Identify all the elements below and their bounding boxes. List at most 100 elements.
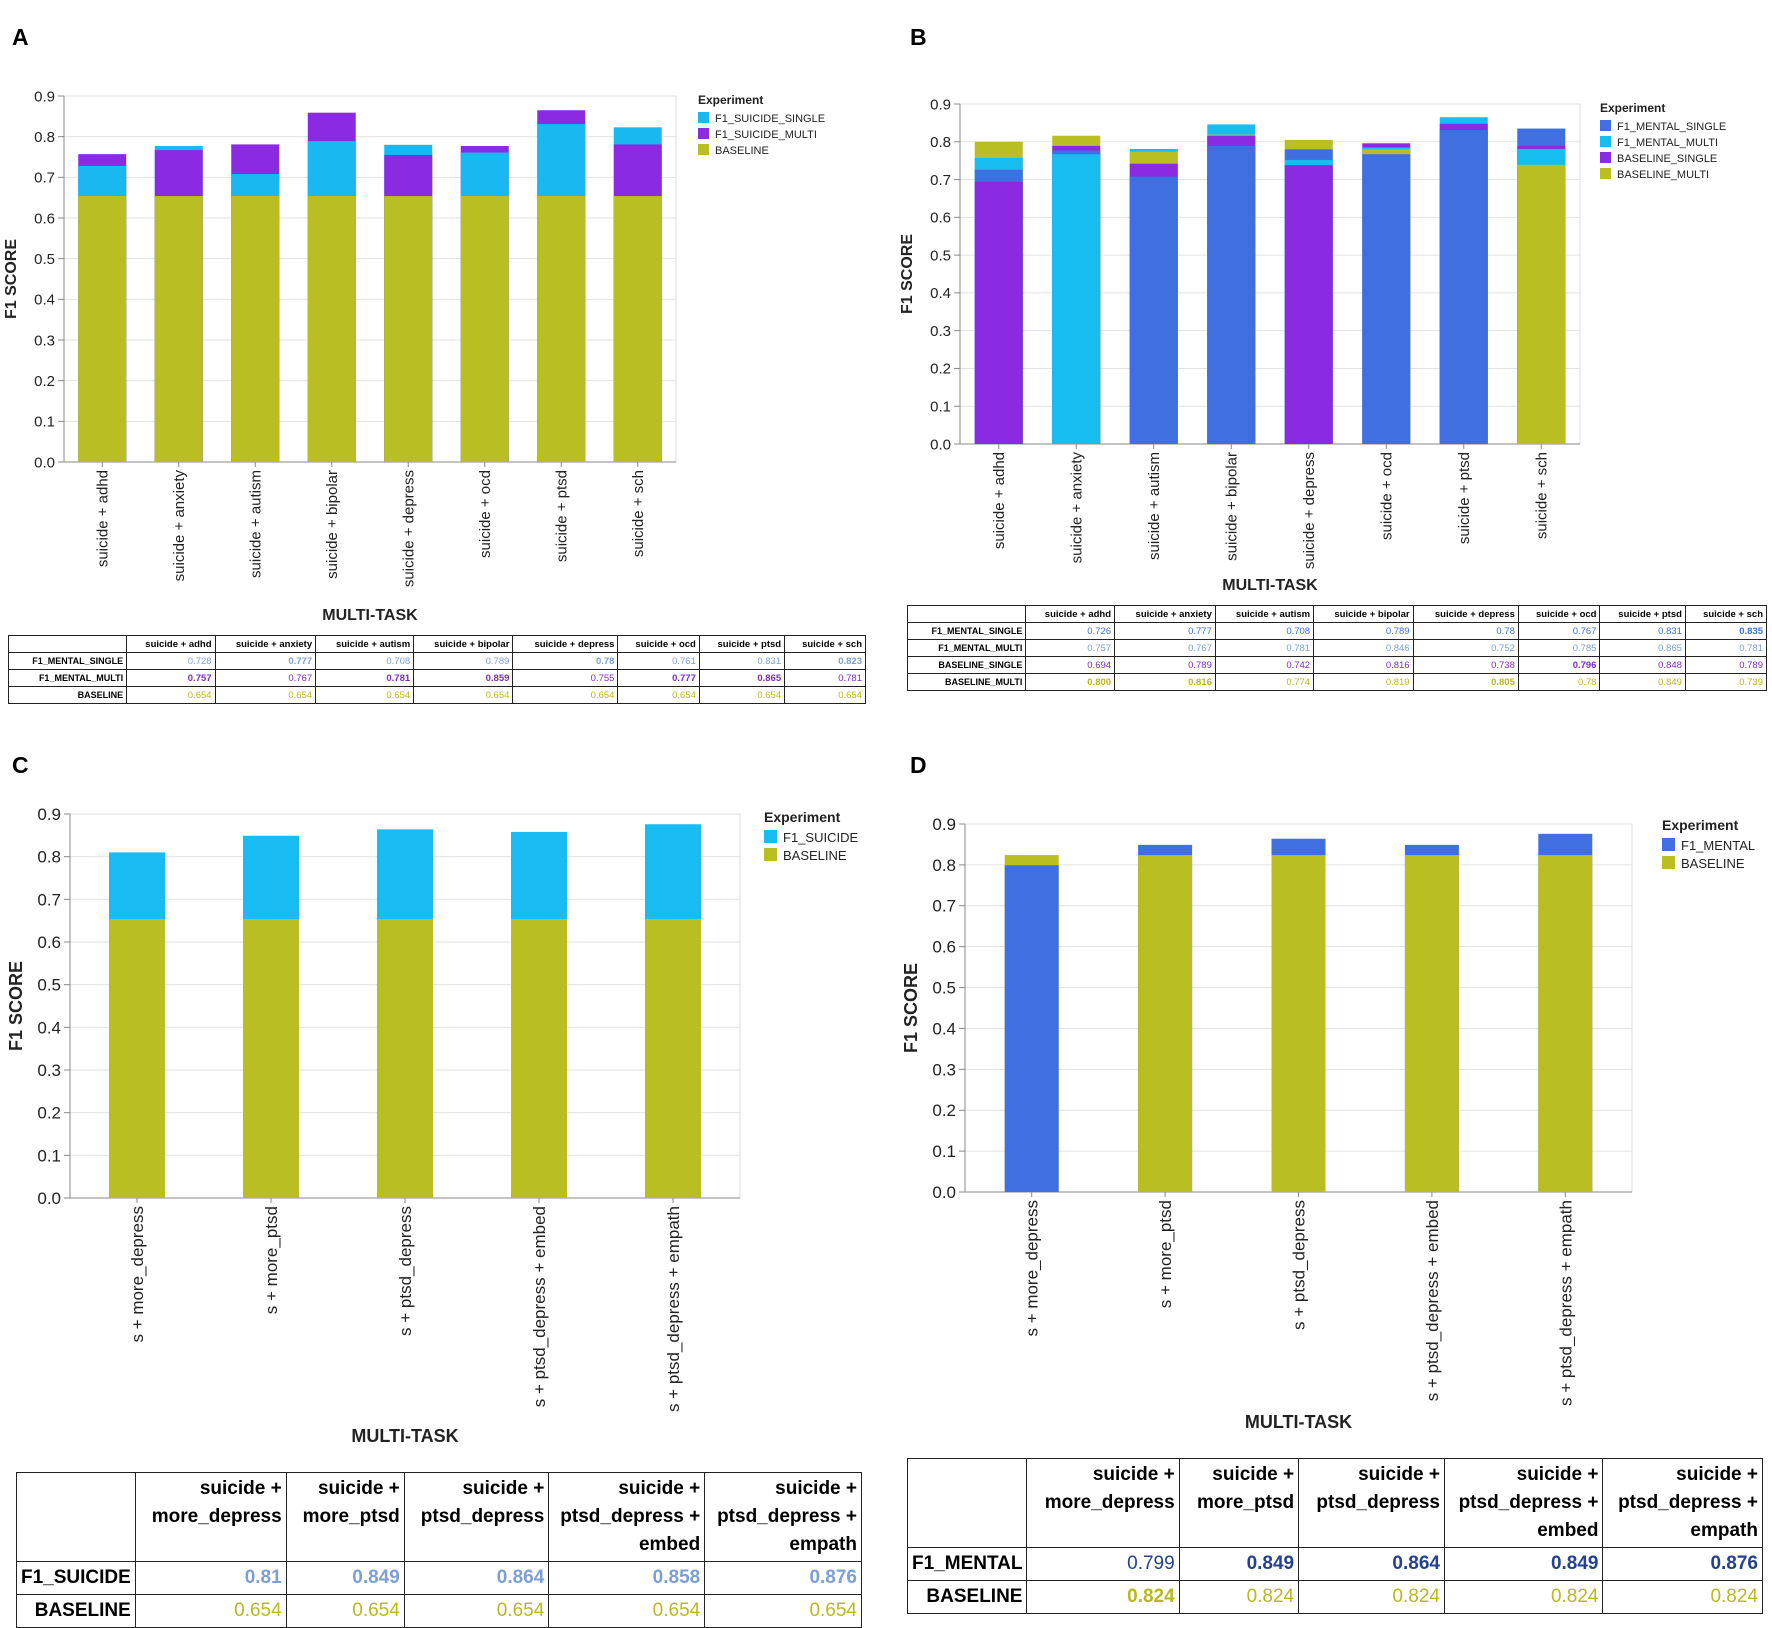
table-c-cell: 0.876 — [704, 1561, 862, 1595]
table-b-cell: 0.726 — [1025, 622, 1116, 640]
chart-c-y-axis-label: F1 SCORE — [6, 961, 26, 1051]
table-a-corner-cell — [7, 635, 128, 653]
chart-b-legend-label: F1_MENTAL_MULTI — [1617, 137, 1718, 149]
chart-a-bar-baseline — [307, 196, 356, 463]
table-a-column-header: suicide + bipolar — [413, 635, 514, 653]
chart-b-y-tick-label: 0.7 — [930, 172, 951, 189]
chart-b-legend-label: BASELINE_SINGLE — [1617, 153, 1717, 165]
chart-a-x-tick-label: suicide + sch — [630, 470, 647, 557]
table-b-cell: 0.800 — [1025, 673, 1116, 691]
chart-a-legend-swatch — [698, 112, 709, 123]
chart-b-y-axis-label: F1 SCORE — [899, 234, 916, 314]
chart-a-x-tick-label: suicide + bipolar — [324, 470, 341, 579]
chart-b-x-tick-label: suicide + ptsd — [1456, 452, 1473, 544]
table-b-column-header: suicide + depress — [1412, 605, 1519, 623]
table-b-cell: 0.694 — [1025, 656, 1116, 674]
table-b-cell: 0.742 — [1214, 656, 1315, 674]
table-c-header-row: suicide + more_depress suicide + more_pts… — [16, 1472, 862, 1562]
chart-d-x-tick-label: s + more_ptsd — [1156, 1200, 1175, 1308]
table-a-column-header: suicide + ocd — [617, 635, 700, 653]
table-d-cell: 0.824 — [1443, 1580, 1604, 1614]
table-c-cell: 0.864 — [403, 1561, 550, 1595]
chart-b-x-tick-label: suicide + sch — [1534, 452, 1551, 539]
table-a-cell: 0.757 — [126, 669, 216, 687]
table-c-column-header: suicide + more_depress — [134, 1472, 287, 1562]
chart-c-bar-baseline — [377, 918, 433, 1198]
table-b-cell: 0.805 — [1412, 673, 1519, 691]
table-a-cell: 0.789 — [413, 652, 514, 670]
table-b-row: BASELINE_MULTI 0.800 0.816 0.774 0.819 0.805 0… — [906, 673, 1768, 691]
table-d-cell: 0.824 — [1298, 1580, 1445, 1614]
chart-d-y-tick-label: 0.4 — [932, 1019, 956, 1038]
table-a-header-row: suicide + adhd suicide + anxiety suicide +… — [7, 635, 866, 653]
table-a-cell: 0.831 — [698, 652, 786, 670]
table-b-cell: 0.849 — [1599, 673, 1686, 691]
table-a-cell: 0.654 — [315, 686, 415, 704]
table-c-row: F1_SUICIDE 0.81 0.849 0.864 0.858 0.876 — [16, 1561, 862, 1595]
table-b-cell: 0.777 — [1114, 622, 1216, 640]
chart-b-bar-f1-mental-single — [1207, 145, 1256, 444]
chart-c-x-tick-label: s + more_ptsd — [262, 1206, 281, 1314]
table-a-cell: 0.781 — [784, 669, 866, 687]
table-b-row: F1_MENTAL_MULTI 0.757 0.767 0.781 0.846 0.752… — [906, 639, 1768, 657]
table-c-cell: 0.654 — [134, 1594, 287, 1628]
table-b-cell: 0.835 — [1684, 622, 1768, 640]
chart-a-legend-title: Experiment — [698, 93, 763, 107]
table-a-column-header: suicide + anxiety — [214, 635, 317, 653]
table-a-cell: 0.78 — [512, 652, 619, 670]
chart-a-x-tick-label: suicide + autism — [248, 470, 265, 578]
chart-b-x-tick-label: suicide + adhd — [991, 452, 1008, 549]
chart-a-y-tick-label: 0.4 — [34, 292, 55, 309]
table-d-cell: 0.864 — [1298, 1547, 1445, 1581]
chart-a-legend-label: F1_SUICIDE_MULTI — [715, 129, 817, 141]
chart-b-y-tick-label: 0.1 — [930, 398, 951, 415]
chart-c-x-axis-label: MULTI-TASK — [351, 1426, 458, 1446]
chart-a-y-tick-label: 0.8 — [34, 129, 55, 146]
chart-c-y-tick-label: 0.2 — [37, 1104, 61, 1123]
table-a-row: BASELINE 0.654 0.654 0.654 0.654 0.654 0.654 0.… — [7, 686, 866, 704]
chart-c-y-tick-label: 0.0 — [37, 1189, 61, 1208]
chart-b-x-tick-label: suicide + depress — [1301, 452, 1318, 569]
chart-c-bar-baseline — [109, 918, 165, 1198]
chart-b-y-tick-label: 0.8 — [930, 134, 951, 151]
chart-c-x-tick-label: s + ptsd_depress + embed — [530, 1206, 549, 1407]
table-d: suicide + more_depress suicide + more_pts… — [906, 1458, 1763, 1614]
table-d-row-label: BASELINE — [906, 1580, 1028, 1614]
table-b-header-row: suicide + adhd suicide + anxiety suicide +… — [906, 605, 1768, 623]
table-b-cell: 0.781 — [1684, 639, 1768, 657]
table-a: suicide + adhd suicide + anxiety suicide +… — [7, 635, 866, 704]
table-a-cell: 0.865 — [698, 669, 786, 687]
chart-a-legend-label: F1_SUICIDE_SINGLE — [715, 113, 825, 125]
table-b-cell: 0.738 — [1412, 656, 1519, 674]
chart-d-legend-label: BASELINE — [1681, 856, 1745, 871]
chart-d-y-tick-label: 0.9 — [932, 815, 956, 834]
table-b-column-header: suicide + ptsd — [1599, 605, 1686, 623]
table-c-row: BASELINE 0.654 0.654 0.654 0.654 0.654 — [16, 1594, 862, 1628]
table-c-cell: 0.654 — [403, 1594, 550, 1628]
chart-a-x-tick-label: suicide + anxiety — [171, 470, 188, 582]
table-a-column-header: suicide + adhd — [126, 635, 216, 653]
chart-a-y-tick-label: 0.9 — [34, 88, 55, 105]
chart-b-legend-swatch — [1600, 152, 1611, 163]
table-a-column-header: suicide + sch — [784, 635, 866, 653]
table-b-cell: 0.796 — [1517, 656, 1601, 674]
table-b-cell: 0.789 — [1684, 656, 1768, 674]
table-a-cell: 0.777 — [617, 669, 700, 687]
chart-b-bar-f1-mental-single — [1362, 154, 1411, 444]
chart-b-bar-baseline-single — [974, 181, 1023, 445]
table-d-column-header: suicide + more_depress — [1026, 1458, 1180, 1548]
chart-a-y-tick-label: 0.3 — [34, 332, 55, 349]
table-a-cell: 0.755 — [512, 669, 619, 687]
table-b-column-header: suicide + anxiety — [1114, 605, 1216, 623]
table-b-cell: 0.781 — [1214, 639, 1315, 657]
table-a-cell: 0.654 — [214, 686, 317, 704]
table-c-cell: 0.654 — [285, 1594, 405, 1628]
chart-a-bar-baseline — [613, 196, 662, 463]
table-a-cell: 0.654 — [413, 686, 514, 704]
chart-b-bar-f1-mental-single — [1129, 176, 1178, 445]
chart-b-y-tick-label: 0.9 — [930, 96, 951, 113]
chart-c-x-tick-label: s + ptsd_depress + empath — [664, 1206, 683, 1412]
table-b-row-label: BASELINE_SINGLE — [906, 656, 1027, 674]
chart-d-bar-baseline — [1271, 855, 1326, 1192]
chart-a-bar-baseline — [537, 196, 586, 463]
